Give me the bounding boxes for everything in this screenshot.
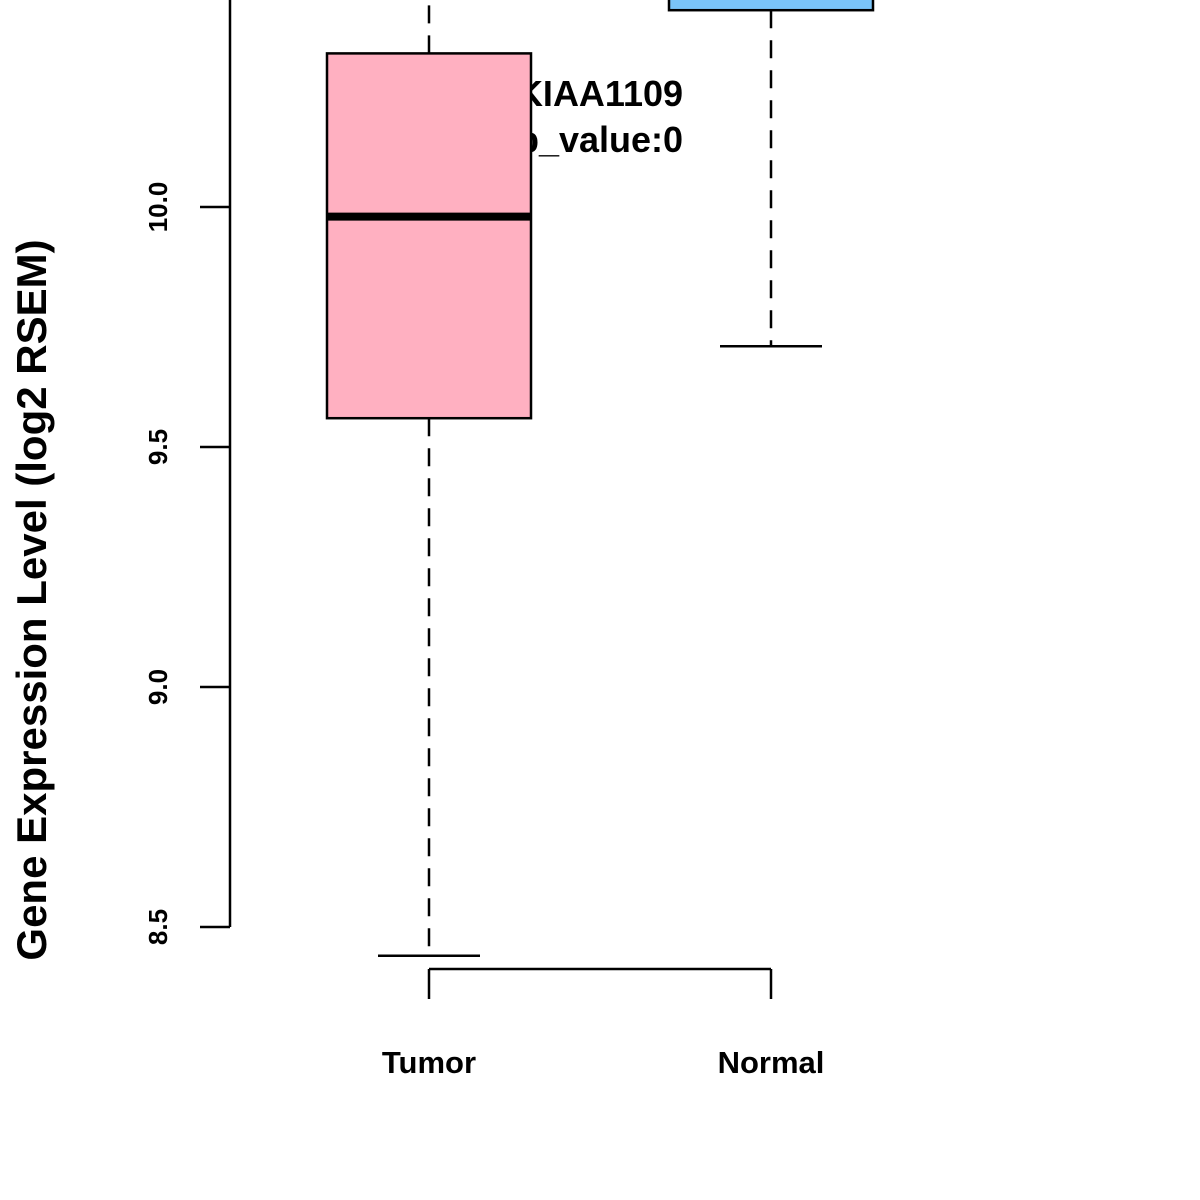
y-axis-label: Gene Expression Level (log2 RSEM) — [8, 239, 55, 960]
box-group-tumor — [325, 0, 533, 958]
y-axis: 8.59.09.510.010.511.0 — [143, 0, 232, 945]
y-tick-label: 9.5 — [143, 429, 173, 465]
box-group-normal — [667, 0, 875, 348]
y-tick-label: 8.5 — [143, 909, 173, 945]
x-tick-label: Tumor — [382, 1045, 476, 1080]
y-tick-label: 9.0 — [143, 669, 173, 705]
iqr-box — [325, 52, 533, 420]
y-tick-label: 10.0 — [143, 182, 173, 233]
boxes — [325, 0, 875, 958]
x-tick-label: Normal — [718, 1045, 825, 1080]
chart-subtitle: p_value:0 — [517, 119, 683, 160]
iqr-box — [667, 0, 875, 12]
x-axis: Tumor Normal — [382, 967, 825, 1080]
chart-title: KIAA1109 — [517, 73, 683, 114]
